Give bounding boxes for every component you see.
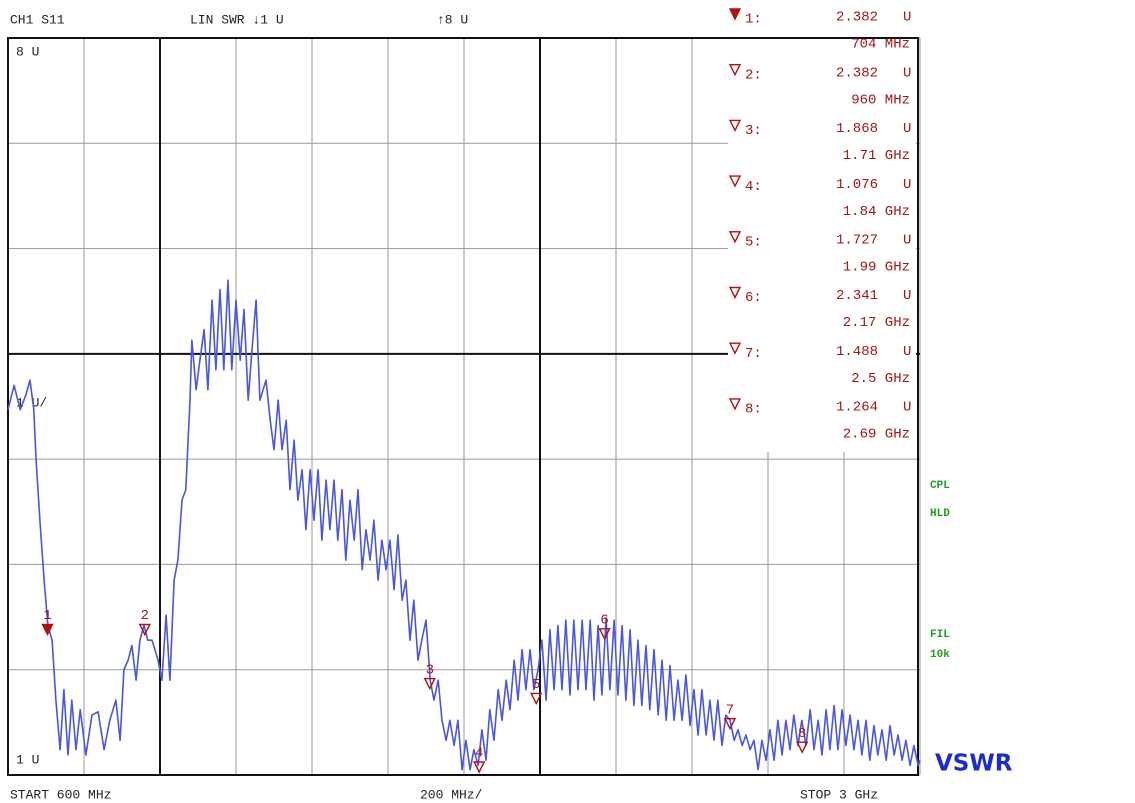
marker-value: 2.382: [836, 65, 878, 81]
channel-label: CH1 S11: [10, 12, 65, 27]
marker-value: 1.076: [836, 177, 878, 193]
marker-row-label: 4:: [745, 179, 762, 195]
trace-marker: [796, 741, 809, 754]
trace-marker: [41, 623, 54, 637]
marker-table-icon: [728, 63, 742, 77]
format-label: LIN SWR ↓1 U: [190, 12, 284, 27]
trace-marker-number: 5: [532, 677, 540, 693]
marker-table-background: [728, 0, 916, 452]
trace-marker-number: 7: [726, 702, 734, 718]
marker-value: 1.488: [836, 344, 878, 360]
marker-unit: U: [903, 121, 911, 137]
marker-table-icon: [728, 342, 742, 355]
marker-frequency: 2.5 GHz: [851, 371, 910, 387]
marker-unit: U: [903, 344, 911, 360]
marker-value: 1.868: [836, 121, 878, 137]
trace-marker-number: 2: [141, 608, 149, 624]
trace-marker-number: 3: [426, 662, 434, 678]
marker-frequency: 2.17 GHz: [843, 315, 910, 331]
span-label: 200 MHz/: [420, 787, 483, 802]
marker-row-label: 7:: [745, 346, 762, 362]
marker-table-icon: [728, 398, 742, 411]
trace-marker: [423, 677, 436, 691]
status-bandwidth: 10k: [930, 649, 950, 661]
marker-value: 1.727: [836, 233, 878, 249]
trace-marker-number: 6: [600, 613, 608, 629]
marker-table-icon: [728, 231, 742, 244]
marker-table-icon: [728, 286, 742, 300]
marker-row-label: 1:: [745, 12, 762, 28]
marker-row-label: 2:: [745, 67, 762, 83]
marker-frequency: 2.69 GHz: [843, 427, 910, 443]
trace-marker: [723, 717, 737, 731]
marker-value: 2.341: [836, 288, 878, 304]
trace: [7, 279, 921, 771]
marker-frequency: 704 MHz: [851, 37, 910, 53]
marker-frequency: 960 MHz: [851, 92, 910, 108]
start-label: START 600 MHz: [10, 787, 111, 802]
status-hld: HLD: [930, 508, 950, 520]
marker-table-icon: [728, 119, 742, 132]
marker-unit: U: [903, 177, 911, 193]
trace-marker-number: 4: [475, 746, 483, 762]
marker-unit: U: [903, 400, 911, 416]
trace-marker: [138, 623, 151, 637]
trace-marker-number: 1: [43, 608, 51, 624]
marker-value: 1.264: [836, 400, 878, 416]
marker-row-label: 8:: [745, 402, 762, 418]
marker-row-label: 3:: [745, 123, 762, 139]
marker-unit: U: [903, 65, 911, 81]
marker-row-label: 6:: [745, 290, 762, 306]
marker-table-icon: [728, 8, 742, 21]
marker-frequency: 1.84 GHz: [843, 204, 910, 220]
trace-marker-number: 8: [798, 726, 806, 742]
trace-marker: [530, 692, 543, 706]
reference-top: ↑8 U: [437, 12, 468, 27]
marker-unit: U: [903, 233, 911, 249]
marker-frequency: 1.71 GHz: [843, 148, 910, 164]
marker-frequency: 1.99 GHz: [843, 260, 910, 276]
status-fil: FIL: [930, 629, 950, 641]
axis-bottom-label: 1 U: [16, 752, 39, 767]
parameter-label: VSWR: [935, 751, 1013, 777]
status-cpl: CPL: [930, 480, 950, 492]
marker-table-icon: [728, 175, 742, 188]
stop-label: STOP 3 GHz: [800, 787, 878, 802]
marker-value: 2.382: [836, 10, 878, 26]
axis-top-label: 8 U: [16, 44, 39, 59]
marker-row-label: 5:: [745, 235, 762, 251]
trace-marker: [473, 761, 486, 774]
trace-marker: [598, 628, 611, 641]
marker-unit: U: [903, 10, 911, 26]
marker-unit: U: [903, 288, 911, 304]
